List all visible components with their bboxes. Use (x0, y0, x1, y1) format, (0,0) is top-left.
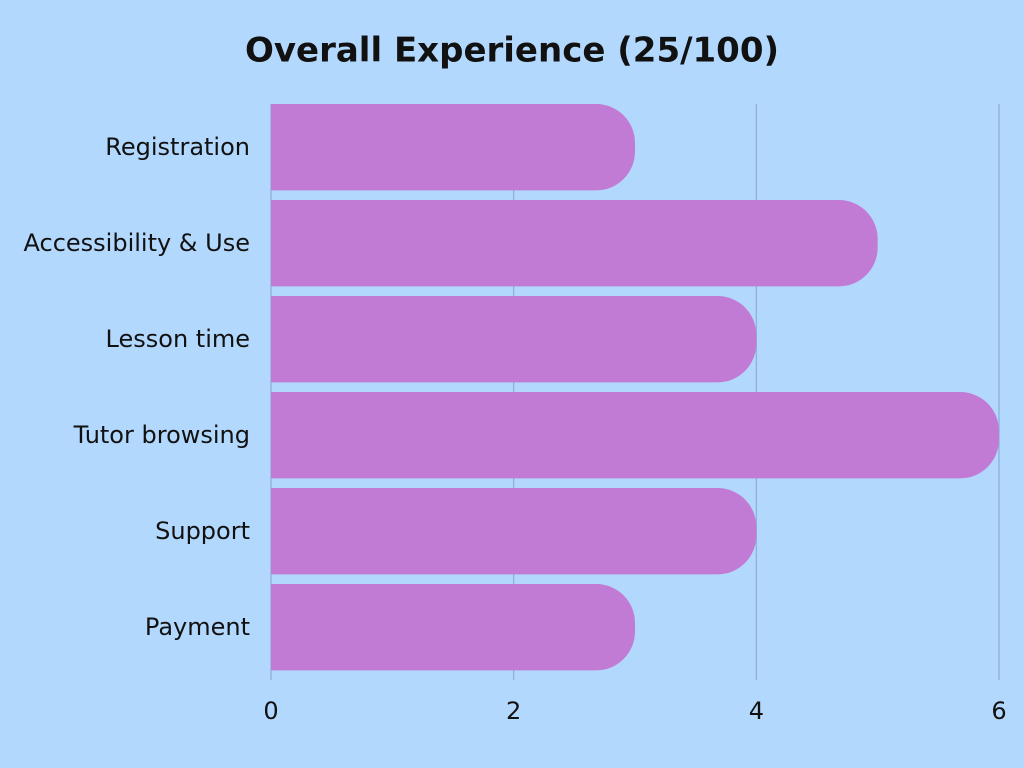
y-tick-label: Registration (105, 133, 250, 161)
x-tick-label: 4 (749, 697, 764, 725)
y-tick-label: Accessibility & Use (24, 229, 251, 257)
y-tick-label: Support (155, 517, 250, 545)
chart-title: Overall Experience (25/100) (245, 31, 779, 71)
x-tick-label: 0 (263, 697, 278, 725)
y-tick-label: Tutor browsing (73, 421, 250, 449)
bar (271, 488, 757, 575)
bar (271, 296, 757, 383)
bar (271, 104, 635, 191)
x-tick-label: 6 (991, 697, 1006, 725)
x-tick-label: 2 (506, 697, 521, 725)
y-tick-label: Lesson time (106, 325, 250, 353)
bar (271, 200, 878, 287)
bar (271, 584, 635, 671)
y-tick-label: Payment (145, 613, 250, 641)
bar (271, 392, 999, 479)
